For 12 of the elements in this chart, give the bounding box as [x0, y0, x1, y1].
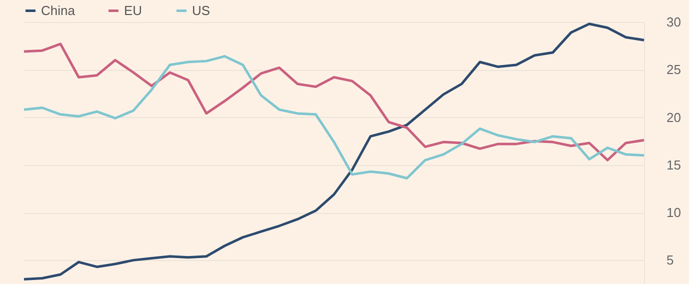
- line-series: [22, 55, 646, 180]
- legend-label: EU: [124, 2, 142, 18]
- legend-label: China: [41, 2, 76, 18]
- y-tick-label: 25: [666, 62, 681, 78]
- line-series: [22, 42, 646, 162]
- y-tick-label: 10: [666, 205, 681, 220]
- y-tick-label: 5: [666, 252, 674, 268]
- line-series: [22, 22, 646, 280]
- y-tick-label: 20: [666, 110, 681, 125]
- y-tick-label: 30: [666, 14, 681, 30]
- y-tick-label: 15: [666, 157, 681, 172]
- legend-label: US: [192, 2, 210, 18]
